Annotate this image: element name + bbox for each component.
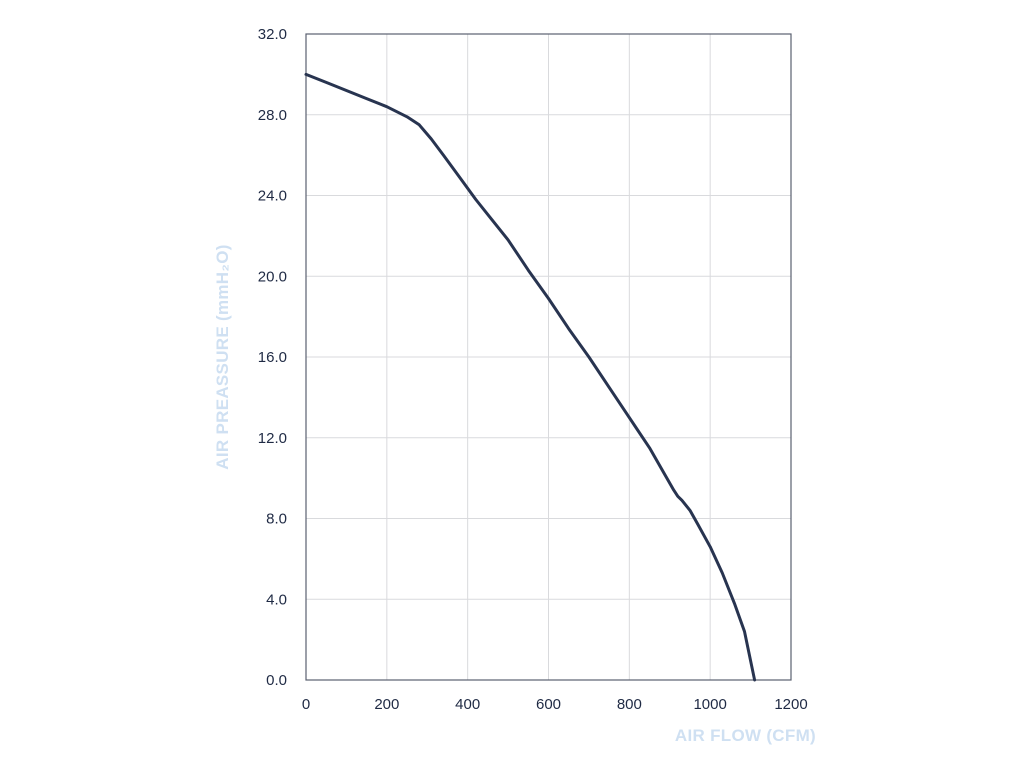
x-axis-ticks: 0 200 400 600 800 1000 1200 [302,696,808,713]
x-tick-label: 1200 [774,696,807,713]
x-tick-label: 600 [536,696,561,713]
x-tick-label: 0 [302,696,310,713]
plot-frame [305,33,792,681]
series-layer [304,72,757,682]
x-tick-label: 1000 [693,696,726,713]
x-tick-label: 800 [617,696,642,713]
x-tick-label: 200 [374,696,399,713]
y-tick-label: 8.0 [266,511,287,528]
y-tick-label: 4.0 [266,591,287,608]
y-tick-label: 24.0 [258,188,287,205]
x-tick-label: 400 [455,696,480,713]
y-axis-title: AIR PREASSURE (mmH₂O) [213,244,232,469]
x-axis-title: AIR FLOW (CFM) [675,726,816,745]
y-axis-ticks: 0.0 4.0 8.0 12.0 16.0 20.0 24.0 28.0 32.0 [258,26,287,689]
y-tick-label: 32.0 [258,26,287,43]
y-tick-label: 12.0 [258,430,287,447]
y-tick-label: 20.0 [258,268,287,285]
y-tick-label: 28.0 [258,107,287,124]
pq-curve-line [304,72,757,682]
y-tick-label: 16.0 [258,349,287,366]
grid [306,34,791,680]
y-tick-label: 0.0 [266,672,287,689]
